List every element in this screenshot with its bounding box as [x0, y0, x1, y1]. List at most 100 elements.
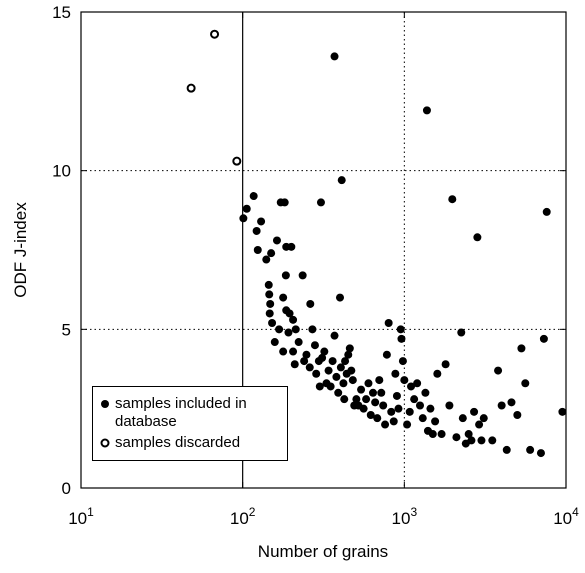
point: [497, 401, 506, 410]
point: [470, 407, 479, 416]
point: [284, 328, 293, 337]
point: [344, 350, 353, 359]
x-tick-label: 104: [553, 505, 579, 528]
point: [352, 395, 361, 404]
point: [416, 401, 425, 410]
point: [458, 414, 467, 423]
point: [249, 192, 258, 201]
x-tick-label: 102: [230, 505, 256, 528]
point: [340, 395, 349, 404]
point: [379, 401, 388, 410]
point: [266, 299, 275, 308]
point: [475, 420, 484, 429]
point: [392, 391, 401, 400]
x-tick-exponent: 4: [572, 505, 579, 519]
point: [291, 325, 300, 334]
point: [405, 407, 414, 416]
legend-marker: [100, 438, 110, 448]
point: [357, 385, 366, 394]
point: [521, 379, 530, 388]
legend-symbol: [101, 400, 109, 408]
point: [305, 363, 314, 372]
x-tick-base: 10: [230, 509, 249, 528]
point: [347, 366, 356, 375]
point: [397, 334, 406, 343]
point: [232, 156, 242, 166]
point: [334, 388, 343, 397]
point: [280, 198, 289, 207]
x-tick-exponent: 3: [410, 505, 417, 519]
point: [536, 449, 545, 458]
point: [457, 328, 466, 337]
point: [290, 360, 299, 369]
point: [445, 401, 454, 410]
point: [285, 309, 294, 318]
x-axis-label: Number of grains: [258, 542, 388, 561]
legend: samples included in database samples disc…: [92, 386, 288, 461]
point: [473, 233, 482, 242]
point: [494, 366, 503, 375]
point: [302, 350, 311, 359]
point: [316, 198, 325, 207]
point: [477, 436, 486, 445]
point: [382, 350, 391, 359]
point: [348, 376, 357, 385]
point: [324, 366, 333, 375]
point: [421, 388, 430, 397]
point: [320, 347, 329, 356]
point: [265, 290, 274, 299]
legend-label: samples discarded: [115, 434, 241, 451]
point: [265, 309, 274, 318]
point: [507, 398, 516, 407]
point: [210, 29, 220, 39]
point: [418, 414, 427, 423]
point: [252, 226, 261, 235]
point: [300, 357, 309, 366]
point: [396, 325, 405, 334]
point: [267, 249, 276, 258]
point: [335, 293, 344, 302]
point: [268, 318, 277, 327]
point: [400, 376, 409, 385]
point: [289, 315, 298, 324]
point: [389, 417, 398, 426]
point: [308, 325, 317, 334]
point: [513, 411, 522, 420]
point: [526, 445, 535, 454]
point: [426, 404, 435, 413]
point: [281, 271, 290, 280]
point: [326, 382, 335, 391]
point: [384, 318, 393, 327]
point: [253, 246, 262, 254]
plot-frame: [80, 11, 567, 489]
point: [275, 325, 284, 334]
point: [377, 388, 386, 397]
point: [479, 414, 488, 423]
point: [306, 299, 315, 308]
point: [364, 379, 373, 388]
point: [464, 430, 473, 439]
point: [328, 357, 337, 366]
x-tick-exponent: 2: [249, 505, 256, 519]
point: [359, 404, 368, 413]
point: [318, 353, 327, 362]
legend-item: samples included in database: [99, 395, 281, 431]
point: [467, 436, 476, 445]
point: [279, 293, 288, 302]
legend-label: samples included in database: [115, 395, 247, 430]
point: [366, 411, 375, 420]
y-axis-label: ODF J-index: [11, 202, 30, 298]
y-tick-label: 10: [52, 162, 71, 181]
point: [272, 236, 281, 245]
point: [428, 430, 437, 439]
point: [368, 388, 377, 397]
point: [413, 379, 422, 388]
point: [270, 338, 279, 347]
legend-item: samples discarded: [99, 434, 281, 452]
point: [542, 207, 551, 216]
point: [279, 347, 288, 356]
point: [257, 217, 266, 226]
y-tick-label: 15: [52, 3, 71, 22]
